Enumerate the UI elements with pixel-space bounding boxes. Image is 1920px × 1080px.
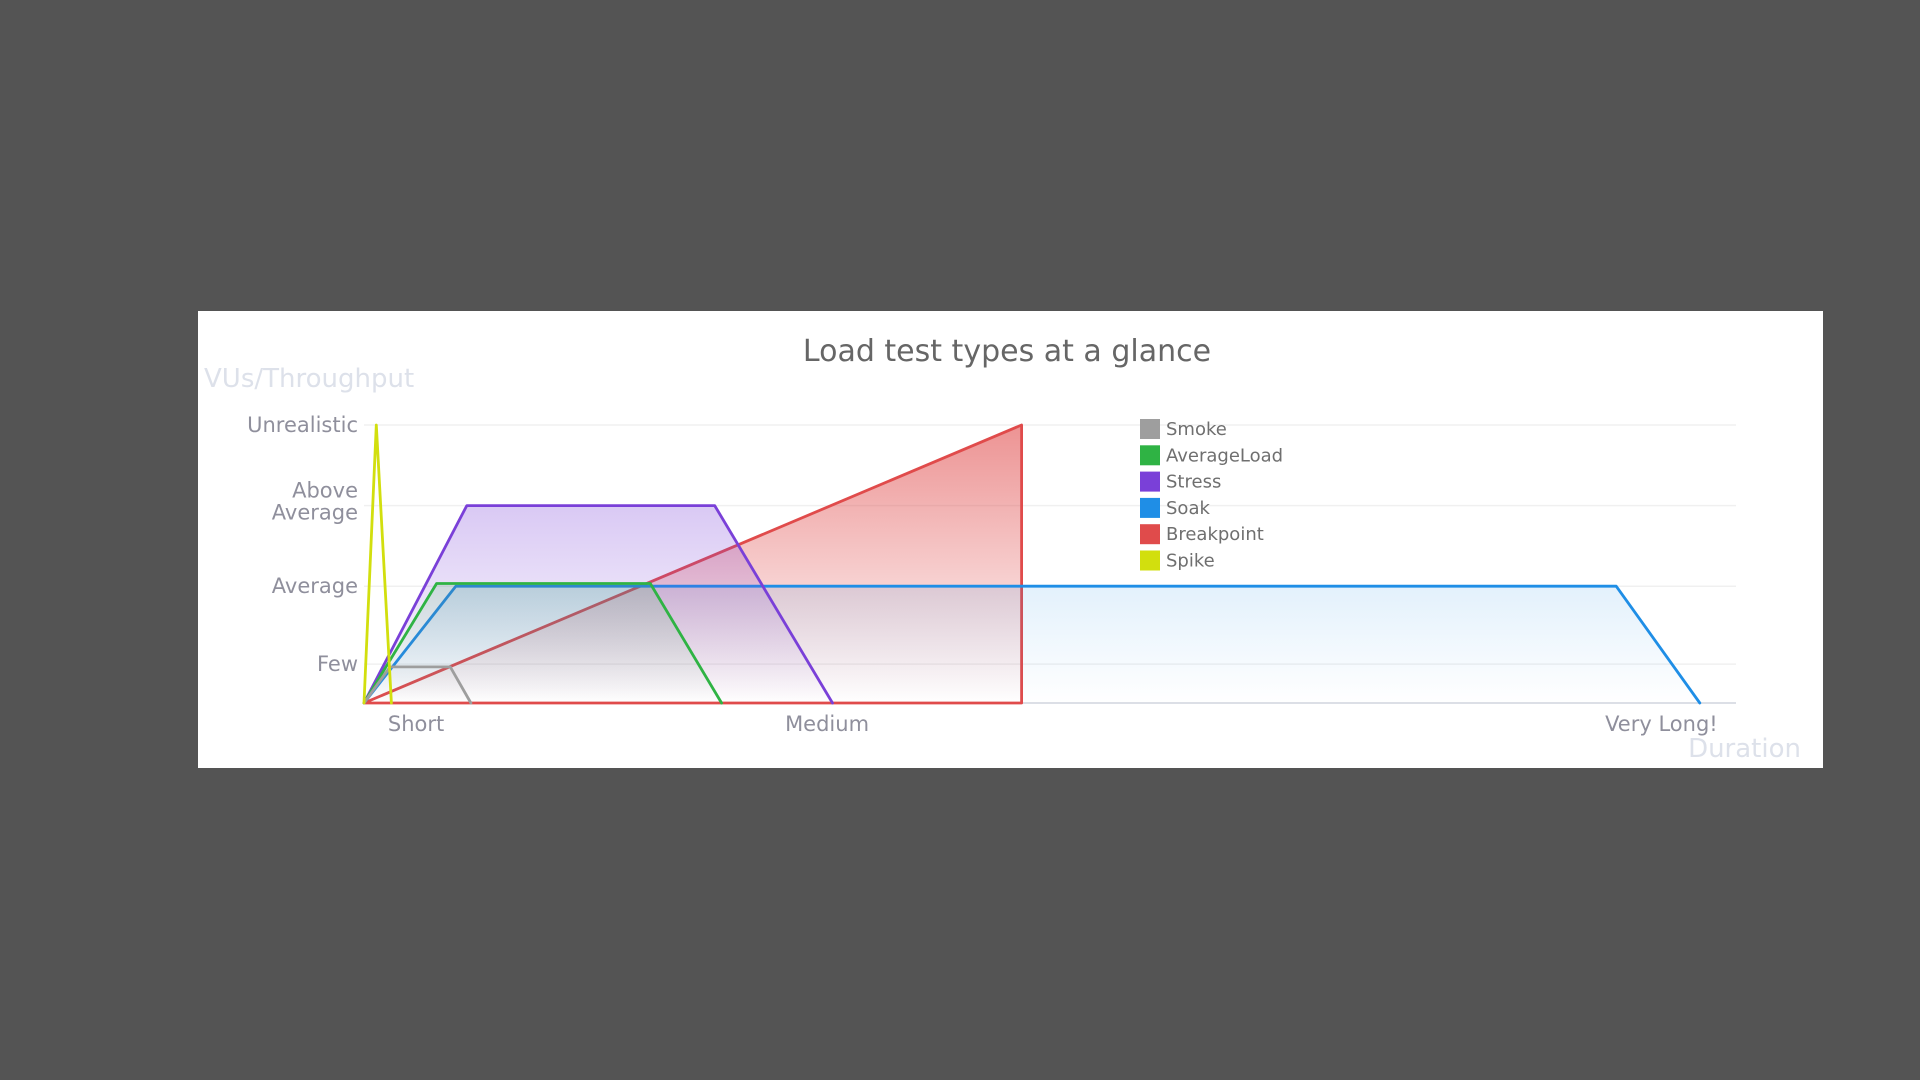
y-tick-label-unrealistic: Unrealistic: [247, 413, 358, 437]
y-tick-label-above-average: Above Average: [272, 479, 358, 525]
legend-label-smoke: Smoke: [1166, 419, 1227, 440]
x-tick-labels: Short Medium Very Long!: [388, 712, 1718, 736]
legend: Smoke AverageLoad Stress Soak Breakpoint Spik…: [1140, 419, 1283, 572]
legend-swatch-spike: [1140, 550, 1160, 571]
legend-swatch-averageload: [1140, 445, 1160, 466]
legend-swatch-breakpoint: [1140, 524, 1160, 545]
series-line-spike: [362, 423, 393, 705]
legend-label-breakpoint: Breakpoint: [1166, 524, 1264, 545]
legend-label-soak: Soak: [1166, 498, 1210, 519]
x-tick-label-very-long: Very Long!: [1605, 712, 1718, 736]
series-line-averageload: [362, 582, 723, 705]
x-tick-label-medium: Medium: [785, 712, 869, 736]
load-test-chart: Load test types at a glance VUs/Throughp…: [204, 334, 1801, 764]
series-layer: [362, 423, 1702, 705]
x-tick-label-short: Short: [388, 712, 444, 736]
legend-swatch-soak: [1140, 497, 1160, 518]
chart-title: Load test types at a glance: [803, 334, 1211, 369]
legend-swatch-smoke: [1140, 419, 1160, 439]
legend-label-averageload: AverageLoad: [1166, 445, 1283, 466]
series-line-stress: [362, 504, 834, 705]
legend-label-spike: Spike: [1166, 551, 1215, 572]
chart-card: Load test types at a glance VUs/Throughp…: [198, 311, 1823, 768]
y-tick-label-average: Average: [272, 574, 358, 598]
legend-swatch-stress: [1140, 471, 1160, 492]
y-tick-labels: Few Average Above Average Unrealistic: [247, 413, 358, 676]
y-axis-title: VUs/Throughput: [204, 364, 414, 394]
series-line-smoke: [362, 665, 473, 705]
legend-label-stress: Stress: [1166, 472, 1221, 493]
y-tick-label-few: Few: [317, 652, 358, 676]
x-axis-title: Duration: [1688, 734, 1801, 764]
